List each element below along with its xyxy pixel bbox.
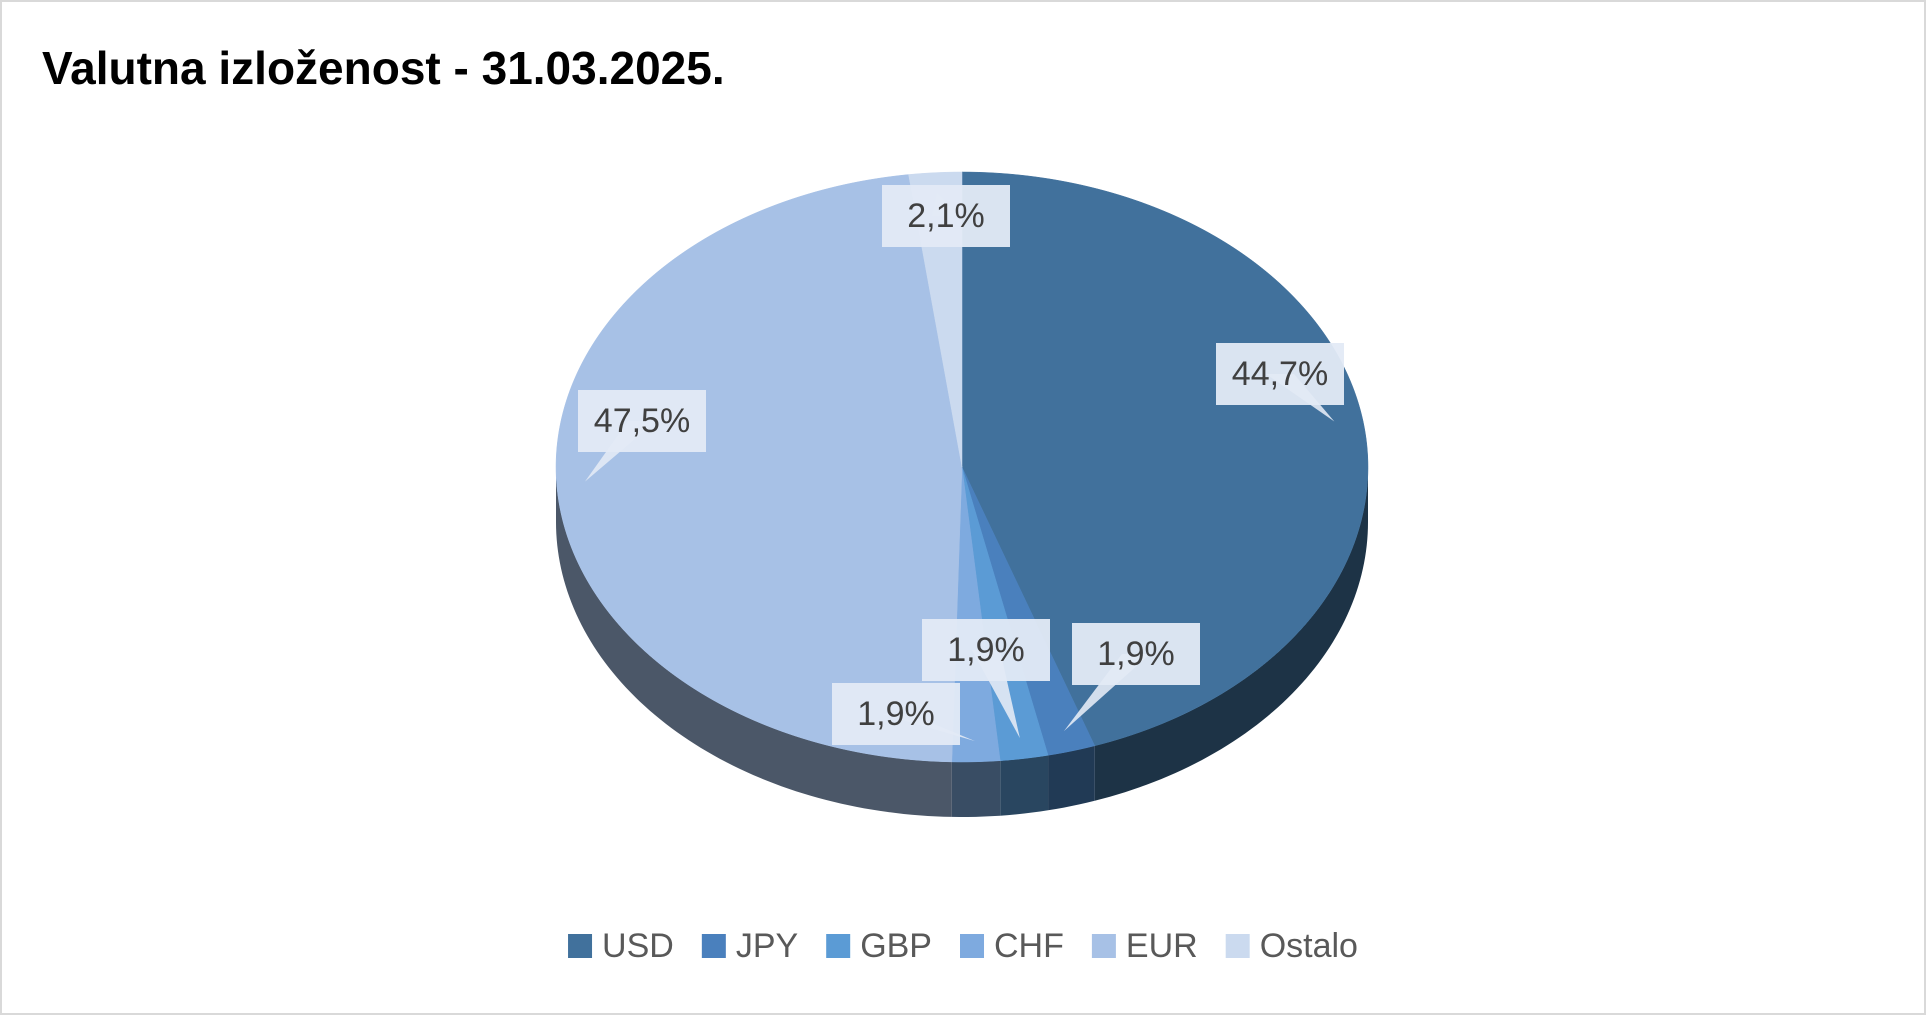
legend-label: CHF [994, 927, 1064, 965]
data-labels: 44,7% 1,9% 1,9% 1,9% 47,5% 2,1% [578, 185, 1344, 745]
legend-swatch [960, 934, 985, 958]
data-label: 1,9% [1097, 635, 1175, 673]
legend-swatch [701, 934, 726, 958]
slice-side [951, 760, 1001, 817]
slice [555, 174, 963, 763]
legend-label: JPY [736, 927, 798, 965]
slice-side [1048, 745, 1095, 811]
slice [951, 466, 1001, 763]
data-label: 2,1% [907, 197, 985, 235]
legend: USD JPY GBP CHF EUR Ostalo [568, 927, 1358, 965]
slice [961, 171, 1369, 747]
legend-label: EUR [1126, 927, 1198, 965]
label-box [1216, 343, 1344, 405]
data-label: 1,9% [947, 631, 1025, 669]
slice [961, 466, 1049, 761]
slice-side [1094, 467, 1368, 801]
slice-side [1000, 755, 1049, 816]
legend-swatch [1091, 934, 1116, 958]
data-label: 47,5% [594, 402, 690, 440]
legend-label: USD [602, 927, 674, 965]
label-box [1072, 623, 1200, 685]
slice [961, 466, 1096, 756]
pie [555, 171, 1369, 817]
slice-side [556, 467, 952, 817]
legend-swatch [568, 934, 593, 958]
data-label: 1,9% [857, 695, 935, 733]
label-box [882, 185, 1010, 247]
legend-swatch [1225, 934, 1250, 958]
label-callout [972, 650, 1020, 739]
label-box [922, 619, 1050, 681]
data-label: 44,7% [1232, 355, 1328, 393]
legend-swatch [826, 934, 851, 958]
label-box [832, 683, 960, 745]
chart-title: Valutna izloženost - 31.03.2025. [42, 42, 725, 94]
legend-label: Ostalo [1260, 927, 1358, 965]
label-box [578, 390, 706, 452]
legend-label: GBP [860, 927, 932, 965]
